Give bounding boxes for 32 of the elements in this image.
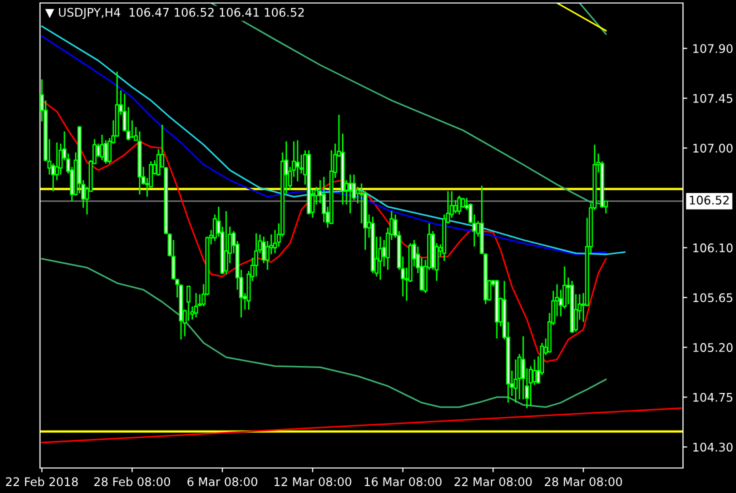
candlestick [100,134,104,161]
candlestick [453,199,458,214]
candlestick [348,174,352,214]
y-tick-label: 105.20 [693,343,733,352]
x-tick-label: 6 Mar 08:00 [188,477,258,486]
candlestick [54,142,59,181]
x-tick-label: 22 Feb 2018 [6,477,78,486]
line-series [41,258,607,408]
candlestick [130,120,134,139]
x-tick-label: 12 Mar 08:00 [274,477,352,486]
candlestick [156,148,160,176]
ref-line-label: 106.52 [690,196,729,205]
candlestick [224,210,228,275]
y-tick-label: 107.90 [693,44,733,54]
candlestick [254,232,258,278]
x-tick-label: 16 Mar 08:00 [364,477,442,486]
x-tick-label: 22 Mar 08:00 [454,477,532,486]
y-tick-label: 107.00 [693,144,733,153]
y-tick-label: 106.10 [693,243,733,252]
x-tick-label: 28 Mar 08:00 [544,477,622,486]
y-tick-label: 104.30 [693,442,733,452]
y-tick-label: 105.65 [693,293,732,302]
candlestick [194,292,198,318]
candlestick [186,286,191,322]
y-tick-label: 104.75 [693,392,732,402]
candlestick [296,140,300,182]
x-tick-label: 28 Feb 08:00 [94,477,170,486]
chart-title: ▼ USDJPY,H4 106.47 106.52 106.41 106.52 [45,8,304,19]
candlestick [460,197,466,209]
candlestick [378,236,382,280]
candlestick [457,194,462,216]
y-tick-label: 107.45 [693,94,732,103]
